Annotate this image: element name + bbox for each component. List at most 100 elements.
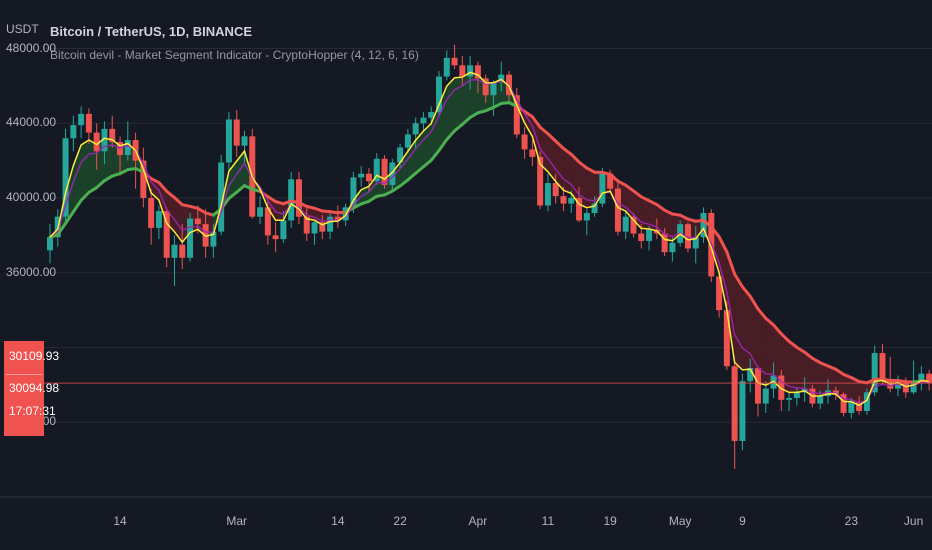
candle-body	[863, 392, 870, 412]
time-tick-label: Apr	[468, 514, 488, 528]
ribbon-segment	[750, 296, 758, 383]
candle-body	[389, 162, 396, 185]
candle-body	[599, 173, 606, 204]
candle-body	[148, 198, 155, 228]
ma-slow-segment	[740, 285, 752, 298]
time-tick-label: 11	[541, 514, 555, 528]
ribbon-segment	[726, 251, 735, 363]
ma-slow-segment	[538, 125, 550, 136]
candle-body	[187, 218, 194, 258]
ribbon-segment	[532, 116, 541, 165]
ribbon-segment	[734, 274, 743, 370]
candle-body	[793, 392, 800, 398]
candle-body	[622, 216, 629, 232]
candle-body	[443, 57, 450, 77]
ma-slow-segment	[235, 184, 246, 194]
candle-body	[747, 368, 754, 382]
ma-slow-segment	[523, 109, 534, 119]
countdown-tag: 17:07:31	[9, 404, 56, 418]
ribbon-segment	[275, 201, 284, 221]
candle-body	[295, 179, 302, 217]
ma-slow-segment	[71, 198, 83, 214]
candle-body	[155, 211, 162, 228]
candle-body	[272, 235, 279, 240]
candle-body	[630, 216, 637, 234]
candle-body	[871, 353, 878, 393]
candle-body	[583, 212, 590, 221]
candle-body	[373, 158, 380, 182]
candle-body	[537, 156, 544, 206]
candle-body	[241, 136, 248, 146]
ma-slow-segment	[468, 111, 480, 119]
candle-body	[778, 375, 785, 400]
ma-slow-segment	[367, 194, 379, 203]
candle-body	[459, 65, 466, 77]
candle-body	[576, 198, 583, 221]
ribbon-segment	[361, 186, 369, 204]
time-tick-label: 9	[739, 514, 746, 528]
candle-body	[420, 117, 427, 124]
ma-slow-segment	[834, 367, 846, 376]
ribbon-segment	[812, 358, 821, 397]
candle-body	[85, 113, 92, 133]
price-high-tag: 30109.93	[9, 349, 60, 363]
ma-slow-segment	[733, 272, 744, 289]
ma-lines	[48, 71, 931, 407]
ribbon-segment	[563, 148, 572, 194]
candle-body	[397, 147, 404, 163]
candle-body	[171, 244, 178, 258]
ma-slow-segment	[227, 190, 239, 200]
ma-slow-segment	[157, 180, 169, 193]
candle-body	[817, 396, 824, 404]
candle-body	[614, 188, 621, 232]
candle-body	[739, 381, 746, 441]
candle-body	[101, 128, 108, 152]
time-tick-label: 23	[844, 514, 859, 528]
candle-body	[762, 388, 769, 404]
candle-body	[856, 401, 863, 412]
ma-slow-segment	[406, 171, 418, 182]
ma-slow-segment	[414, 165, 425, 175]
ma-slow-segment	[787, 339, 799, 349]
ribbon-segment	[804, 352, 813, 396]
ma-slow-segment	[102, 174, 114, 183]
candle-body	[467, 65, 474, 77]
ma-slow-segment	[624, 183, 635, 193]
ribbon-segment	[820, 362, 828, 397]
ma-slow-segment	[608, 172, 620, 183]
ribbon-segment	[174, 197, 183, 243]
candle-body	[233, 119, 240, 146]
ribbon-segment	[765, 318, 774, 386]
symbol-title[interactable]: Bitcoin / TetherUS, 1D, BINANCE	[50, 24, 253, 39]
candle-body	[47, 237, 53, 251]
ribbon-segment	[757, 308, 766, 386]
ma-slow-segment	[437, 138, 449, 152]
ribbon-segment	[664, 210, 673, 241]
time-tick-label: 22	[393, 514, 407, 528]
candle-body	[179, 244, 186, 258]
ma-slow-segment	[453, 122, 464, 133]
ma-slow-segment	[95, 179, 106, 190]
candle-body	[78, 113, 85, 126]
candle-body	[303, 216, 310, 234]
candle-body	[412, 123, 419, 135]
ma-slow-segment	[569, 152, 581, 164]
candle-body	[319, 222, 326, 232]
indicator-title[interactable]: Bitcoin devil - Market Segment Indicator…	[50, 48, 419, 62]
ribbon-segment	[586, 168, 595, 208]
candle-body	[910, 383, 917, 393]
ma-slow-segment	[764, 316, 776, 327]
ma-slow-segment	[390, 184, 402, 193]
ma-slow-segment	[554, 139, 565, 150]
candle-body	[716, 276, 723, 311]
ma-slow-segment	[165, 189, 176, 200]
ma-slow-segment	[445, 129, 457, 142]
candle-body	[210, 231, 217, 247]
candle-body	[163, 211, 170, 258]
candle-body	[334, 216, 341, 221]
ma-slow-segment	[56, 221, 68, 237]
ribbon-segment	[625, 185, 634, 221]
candle-body	[436, 76, 442, 113]
